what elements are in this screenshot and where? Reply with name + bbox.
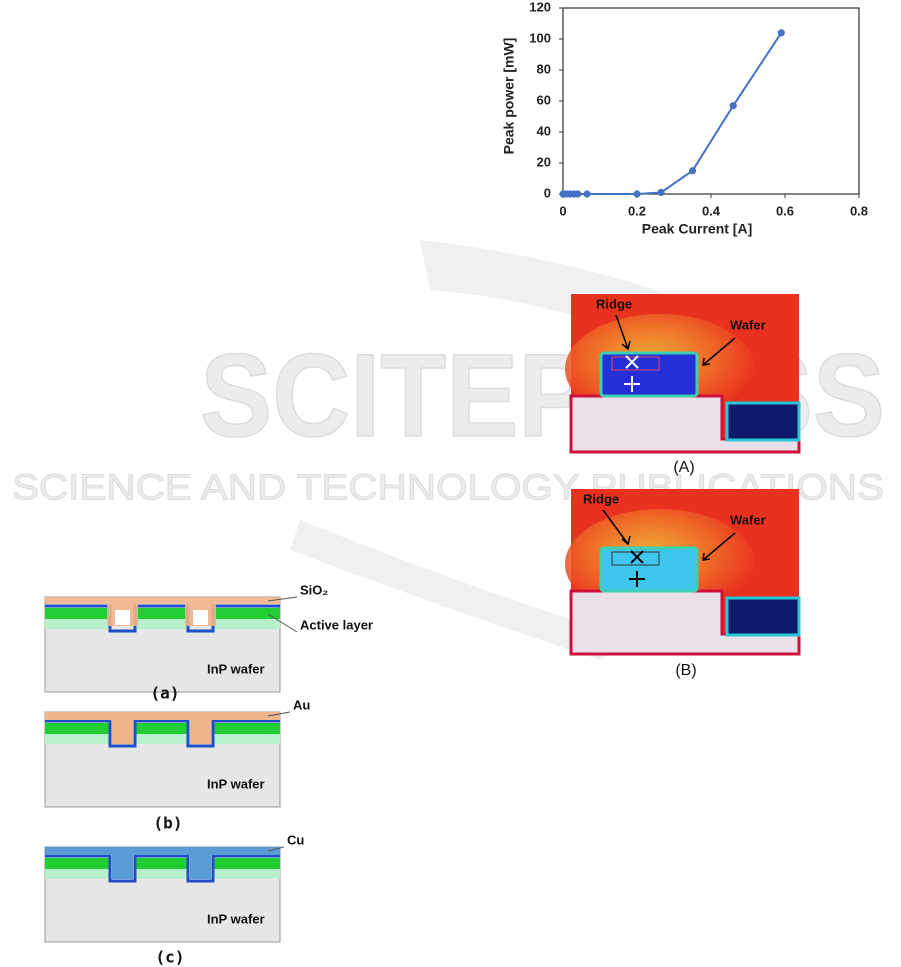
active-layer [135, 723, 188, 734]
wafer-label: InP wafer [207, 661, 265, 676]
liner [45, 719, 280, 748]
wafer-label: Wafer [730, 512, 766, 527]
leader-line [267, 596, 298, 602]
x-axis-label: Peak Current [A] [642, 221, 752, 237]
cladding-layer [135, 734, 188, 744]
panel-caption: (A) [673, 459, 694, 476]
process-figure: InP wafer (a) SiO₂ Active layer InP wafer (b)… [44, 582, 373, 967]
y-axis-label: Peak power [mW] [501, 38, 517, 155]
liner [45, 854, 280, 883]
ridge-block [599, 546, 699, 593]
x-tick-label: 0.6 [776, 203, 794, 218]
cladding-layer [45, 619, 110, 629]
wafer-label: InP wafer [207, 911, 265, 926]
layer-label: SiO₂ [300, 582, 328, 597]
y-tick-label: 0 [544, 185, 551, 200]
layer-label: Au [293, 697, 310, 712]
active-layer [135, 608, 188, 619]
leader-line [267, 613, 298, 633]
cladding-layer [45, 869, 110, 879]
data-point [633, 190, 641, 198]
plus-mark [629, 571, 645, 587]
ridge-arrow [602, 509, 631, 546]
data-point [574, 190, 582, 198]
panel-caption: (b) [154, 814, 183, 833]
x-tick-label: 0 [559, 203, 566, 218]
x-tick-label: 0.2 [628, 203, 646, 218]
active-layer [45, 723, 110, 734]
active-layer [213, 723, 280, 734]
sio2-gap [115, 610, 130, 625]
y-tick-label: 40 [537, 123, 551, 138]
cladding-layer [45, 734, 110, 744]
leader-line [267, 711, 291, 717]
x-tick-label: 0.8 [850, 203, 868, 218]
sio2-layer [45, 597, 280, 626]
data-point [729, 102, 737, 110]
wafer-arrow [702, 337, 736, 366]
probe-box [611, 551, 660, 566]
ridge-label: Ridge [596, 296, 632, 311]
cladding-layer [135, 619, 188, 629]
layer-label: Active layer [300, 617, 373, 632]
y-tick-label: 120 [529, 0, 551, 14]
plus-mark [624, 376, 640, 392]
active-layer [45, 608, 110, 619]
cladding-layer [213, 869, 280, 879]
y-tick-label: 20 [537, 154, 551, 169]
active-layer [135, 858, 188, 869]
data-point [777, 29, 785, 37]
panel-caption: (B) [675, 662, 696, 679]
x-tick-label: 0.4 [702, 203, 721, 218]
panel-caption: (c) [156, 948, 185, 967]
data-point [583, 190, 591, 198]
panel-caption: (a) [151, 684, 180, 703]
wafer-label: Wafer [730, 317, 766, 332]
cladding-layer [135, 869, 188, 879]
ridge-block [599, 351, 699, 398]
leader-line [267, 846, 285, 852]
dark-block [725, 401, 801, 442]
ridge-label: Ridge [583, 491, 619, 506]
metal-layer [45, 847, 280, 879]
data-point [688, 167, 697, 175]
data-point [657, 188, 665, 197]
y-tick-label: 80 [537, 61, 551, 76]
plot-frame [562, 7, 860, 195]
ridge-arrow [615, 314, 631, 351]
cladding-layer [213, 734, 280, 744]
active-layer [213, 608, 280, 619]
sio2-gap [193, 610, 208, 625]
active-layer [45, 858, 110, 869]
metal-layer [45, 712, 280, 744]
wafer-label: InP wafer [207, 776, 265, 791]
x-mark [630, 550, 644, 564]
chart: 0 20 40 60 80 100 120 0 0.2 0.4 0.6 0.8 Peak Current… [501, 0, 868, 237]
cladding-layer [213, 619, 280, 629]
thermal-figure: Ridge Wafer (A) Ridge Wafer (B) [565, 294, 801, 679]
dark-block [725, 596, 801, 637]
probe-box [611, 356, 660, 371]
wafer-arrow [702, 532, 736, 561]
x-mark [625, 355, 639, 369]
data-line [563, 32, 783, 195]
y-tick-label: 60 [537, 92, 551, 107]
y-tick-label: 100 [529, 30, 551, 45]
layer-label: Cu [287, 832, 304, 847]
active-layer [213, 858, 280, 869]
